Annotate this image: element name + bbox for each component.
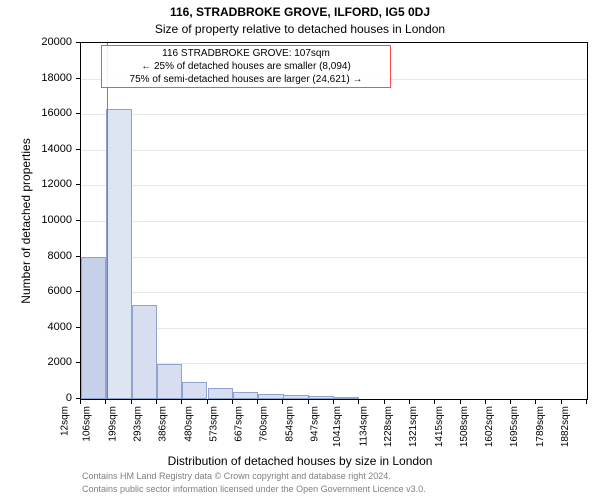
grid-line xyxy=(81,114,587,115)
x-tick-label: 106sqm xyxy=(82,406,93,442)
x-tick-label: 1508sqm xyxy=(459,406,470,447)
y-tick-label: 18000 xyxy=(32,72,72,84)
chart-title: 116, STRADBROKE GROVE, ILFORD, IG5 0DJ xyxy=(0,5,600,19)
y-tick-mark xyxy=(76,327,80,328)
grid-line xyxy=(81,150,587,151)
y-tick-label: 12000 xyxy=(32,178,72,190)
histogram-bar xyxy=(106,109,131,399)
x-tick-label: 1041sqm xyxy=(332,406,343,447)
y-tick-label: 6000 xyxy=(32,285,72,297)
x-tick-label: 854sqm xyxy=(285,406,296,442)
y-tick-mark xyxy=(76,149,80,150)
annotation-line: 116 STRADBROKE GROVE: 107sqm xyxy=(106,47,386,60)
x-tick-mark xyxy=(586,400,587,404)
x-tick-label: 1228sqm xyxy=(383,406,394,447)
x-tick-mark xyxy=(485,400,486,404)
annotation-line: 75% of semi-detached houses are larger (… xyxy=(106,73,386,86)
x-tick-mark xyxy=(80,400,81,404)
chart-container: 116, STRADBROKE GROVE, ILFORD, IG5 0DJ S… xyxy=(0,0,600,500)
credits-line: Contains HM Land Registry data © Crown c… xyxy=(82,471,391,481)
x-tick-mark xyxy=(308,400,309,404)
x-tick-label: 667sqm xyxy=(234,406,245,442)
grid-line xyxy=(81,221,587,222)
x-tick-label: 1695sqm xyxy=(509,406,520,447)
x-tick-label: 386sqm xyxy=(158,406,169,442)
x-tick-label: 12sqm xyxy=(59,406,70,436)
grid-line xyxy=(81,257,587,258)
histogram-bar xyxy=(258,394,283,399)
histogram-bar xyxy=(81,257,106,399)
y-tick-label: 0 xyxy=(32,392,72,404)
y-tick-label: 2000 xyxy=(32,356,72,368)
highlight-line xyxy=(107,43,109,399)
y-tick-label: 14000 xyxy=(32,143,72,155)
x-tick-mark xyxy=(434,400,435,404)
histogram-bar xyxy=(208,388,233,399)
x-tick-mark xyxy=(384,400,385,404)
histogram-bar xyxy=(233,392,258,399)
y-tick-label: 4000 xyxy=(32,321,72,333)
grid-line xyxy=(81,185,587,186)
x-tick-mark xyxy=(535,400,536,404)
x-tick-label: 1789sqm xyxy=(535,406,546,447)
annotation-line: ← 25% of detached houses are smaller (8,… xyxy=(106,60,386,73)
x-tick-label: 199sqm xyxy=(107,406,118,442)
x-tick-mark xyxy=(232,400,233,404)
y-tick-mark xyxy=(76,398,80,399)
y-tick-label: 8000 xyxy=(32,250,72,262)
y-tick-mark xyxy=(76,256,80,257)
y-axis-label: Number of detached properties xyxy=(19,138,33,303)
y-tick-mark xyxy=(76,78,80,79)
x-tick-label: 293sqm xyxy=(133,406,144,442)
x-tick-label: 480sqm xyxy=(183,406,194,442)
x-tick-mark xyxy=(510,400,511,404)
y-tick-mark xyxy=(76,42,80,43)
y-tick-mark xyxy=(76,362,80,363)
histogram-bar xyxy=(334,397,359,399)
y-tick-label: 16000 xyxy=(32,107,72,119)
plot-area: 116 STRADBROKE GROVE: 107sqm ← 25% of de… xyxy=(80,42,588,400)
x-tick-label: 1882sqm xyxy=(560,406,571,447)
x-tick-mark xyxy=(131,400,132,404)
y-tick-label: 10000 xyxy=(32,214,72,226)
credits-line: Contains public sector information licen… xyxy=(82,484,426,494)
y-tick-mark xyxy=(76,220,80,221)
x-tick-mark xyxy=(409,400,410,404)
x-tick-label: 1321sqm xyxy=(408,406,419,447)
x-tick-label: 947sqm xyxy=(310,406,321,442)
annotation-box: 116 STRADBROKE GROVE: 107sqm ← 25% of de… xyxy=(101,45,391,88)
histogram-bar xyxy=(309,396,334,399)
x-tick-mark xyxy=(257,400,258,404)
x-tick-label: 573sqm xyxy=(209,406,220,442)
x-tick-label: 1134sqm xyxy=(358,406,369,446)
x-tick-mark xyxy=(282,400,283,404)
x-tick-mark xyxy=(358,400,359,404)
y-tick-label: 20000 xyxy=(32,36,72,48)
histogram-bar xyxy=(283,395,308,399)
x-tick-label: 1602sqm xyxy=(484,406,495,447)
x-tick-label: 1415sqm xyxy=(434,406,445,447)
grid-line xyxy=(81,292,587,293)
grid-line xyxy=(81,328,587,329)
histogram-bar xyxy=(132,305,157,399)
y-tick-mark xyxy=(76,184,80,185)
x-tick-mark xyxy=(207,400,208,404)
x-tick-mark xyxy=(181,400,182,404)
histogram-bar xyxy=(182,382,207,399)
histogram-bar xyxy=(157,364,182,399)
x-tick-mark xyxy=(460,400,461,404)
x-axis-label: Distribution of detached houses by size … xyxy=(0,454,600,468)
x-tick-mark xyxy=(333,400,334,404)
chart-subtitle: Size of property relative to detached ho… xyxy=(0,22,600,36)
x-tick-label: 760sqm xyxy=(259,406,270,442)
x-tick-mark xyxy=(561,400,562,404)
x-tick-mark xyxy=(156,400,157,404)
y-tick-mark xyxy=(76,291,80,292)
x-tick-mark xyxy=(105,400,106,404)
y-tick-mark xyxy=(76,113,80,114)
